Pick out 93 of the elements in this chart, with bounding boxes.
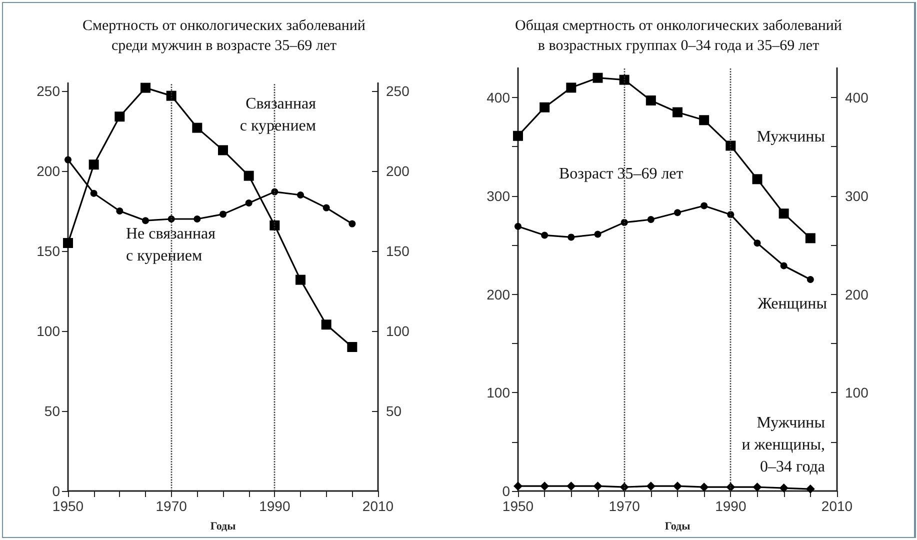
point (805, 233, 816, 244)
point (646, 95, 656, 106)
point (347, 342, 358, 352)
point (700, 202, 708, 210)
point (672, 107, 682, 118)
point (296, 274, 306, 285)
point (700, 482, 709, 492)
point (566, 82, 576, 93)
point (321, 320, 332, 330)
point (699, 115, 710, 126)
x-tick-label: 1950 (502, 498, 534, 514)
point (513, 130, 523, 141)
y2-tick-label: 300 (845, 188, 869, 204)
point (592, 72, 603, 83)
point (322, 204, 330, 212)
point (593, 482, 602, 491)
series-label: Женщины (758, 296, 828, 312)
point (647, 216, 654, 223)
point (780, 262, 788, 270)
point (194, 216, 201, 222)
point (779, 484, 788, 493)
y2-tick-label: 100 (386, 323, 410, 339)
point (754, 240, 761, 247)
point (806, 276, 814, 283)
x-tick-label: 1990 (715, 498, 746, 514)
point (142, 217, 149, 224)
chart-title: Смертность от онкологических заболеваний среди мужчин в возрасте 35–69 лет (82, 18, 366, 54)
y2-tick-label: 100 (845, 384, 869, 401)
point (168, 216, 175, 222)
y-tick-label: 0 (52, 483, 60, 499)
x-tick-label: 2010 (362, 498, 394, 514)
x-tick-label: 1990 (259, 498, 290, 514)
y-tick-label: 50 (44, 403, 60, 419)
chart-title: Общая смертность от онкологических заболеваний в возрастных группах 0–34 года и 35–69 лет (515, 18, 842, 54)
y2-tick-label: 200 (386, 163, 410, 179)
point (646, 482, 656, 491)
point (220, 210, 226, 218)
point (541, 232, 548, 239)
y-tick-label: 100 (486, 384, 510, 401)
point (726, 140, 736, 151)
point (297, 192, 304, 198)
point (245, 200, 252, 206)
point (192, 122, 202, 133)
point (594, 230, 602, 238)
series-label: Мужчины (756, 128, 826, 146)
point (619, 74, 630, 85)
x-axis-title: Годы (210, 520, 236, 532)
point (64, 156, 72, 164)
y2-tick-label: 400 (845, 90, 869, 106)
y-tick-label: 300 (486, 188, 510, 204)
series-label: Не связанная с курением (126, 226, 216, 264)
point (514, 222, 522, 230)
point (674, 209, 681, 216)
y-tick-label: 150 (36, 243, 60, 259)
series-label: Связанная с курением (240, 96, 317, 134)
point (244, 170, 254, 181)
point (752, 174, 762, 184)
point (116, 208, 124, 214)
point (673, 482, 682, 491)
y2-tick-label: 200 (845, 286, 869, 302)
x-tick-label: 2010 (821, 498, 853, 514)
y2-tick-label: 250 (386, 83, 410, 99)
point (806, 484, 815, 494)
point (568, 234, 575, 241)
point (140, 82, 150, 93)
point (114, 112, 125, 122)
point (540, 482, 550, 491)
y-tick-label: 250 (36, 83, 60, 99)
x-tick-label: 1970 (156, 498, 188, 514)
annotation: Возраст 35–69 лет (559, 166, 684, 182)
point (778, 208, 789, 219)
point (540, 102, 550, 112)
y-tick-label: 400 (486, 90, 510, 106)
y2-tick-label: 150 (386, 243, 410, 259)
y-tick-label: 100 (36, 323, 60, 339)
x-axis-title: Годы (664, 520, 691, 532)
point (88, 160, 99, 170)
point (270, 220, 280, 230)
point (90, 190, 98, 197)
point (566, 482, 576, 491)
point (752, 482, 762, 492)
point (620, 218, 628, 226)
y2-tick-label: 50 (386, 403, 402, 419)
point (348, 220, 356, 228)
y-tick-label: 200 (36, 163, 60, 179)
point (63, 238, 73, 248)
y-tick-label: 200 (486, 286, 510, 302)
series-label: Мужчины и женщины, 0–34 года (742, 414, 826, 476)
y-tick-label: 0 (502, 483, 510, 499)
x-tick-label: 1950 (52, 498, 84, 514)
point (218, 145, 228, 156)
x-tick-label: 1970 (608, 498, 640, 514)
point (166, 90, 176, 101)
